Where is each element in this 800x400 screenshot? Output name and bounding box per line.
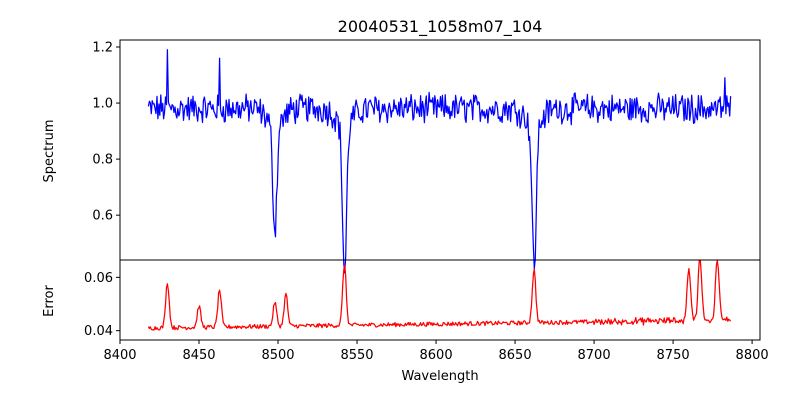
- error-xaxis: 8400 8450 8500 8550 8600 8650 8700 8750 8800: [103, 340, 769, 363]
- spectrum-ylabel: Spectrum: [42, 120, 57, 183]
- chart-title: 20040531_1058m07_104: [338, 17, 543, 37]
- xtick-label: 8800: [736, 348, 769, 363]
- xtick-label: 8450: [182, 348, 215, 363]
- spectrum-ytick-label: 1.2: [92, 41, 113, 56]
- error-ytick-label: 0.04: [84, 324, 113, 339]
- error-ytick-label: 0.06: [84, 271, 113, 286]
- spectrum-ytick-label: 0.8: [92, 153, 113, 168]
- xtick-label: 8600: [420, 348, 453, 363]
- spectrum-series-line: [147, 49, 732, 274]
- error-ylabel: Error: [42, 285, 57, 317]
- xtick-label: 8500: [261, 348, 294, 363]
- xtick-label: 8400: [103, 348, 136, 363]
- xtick-label: 8650: [499, 348, 532, 363]
- error-axes-frame: [119, 259, 761, 341]
- error-panel: Error 0.040.06 8400 8450 8500 8550 8600 8650 8…: [42, 259, 769, 384]
- error-xlabel: Wavelength: [401, 369, 478, 384]
- xtick-label: 8700: [578, 348, 611, 363]
- xtick-label: 8750: [657, 348, 690, 363]
- error-series-line: [147, 259, 732, 331]
- spectrum-yaxis: 0.6 0.8 1.0 1.2: [92, 41, 120, 224]
- spectrum-ytick-label: 0.6: [92, 209, 113, 224]
- xtick-label: 8550: [340, 348, 373, 363]
- spectrum-ytick-label: 1.0: [92, 97, 113, 112]
- error-yaxis: 0.04 0.06: [84, 271, 120, 339]
